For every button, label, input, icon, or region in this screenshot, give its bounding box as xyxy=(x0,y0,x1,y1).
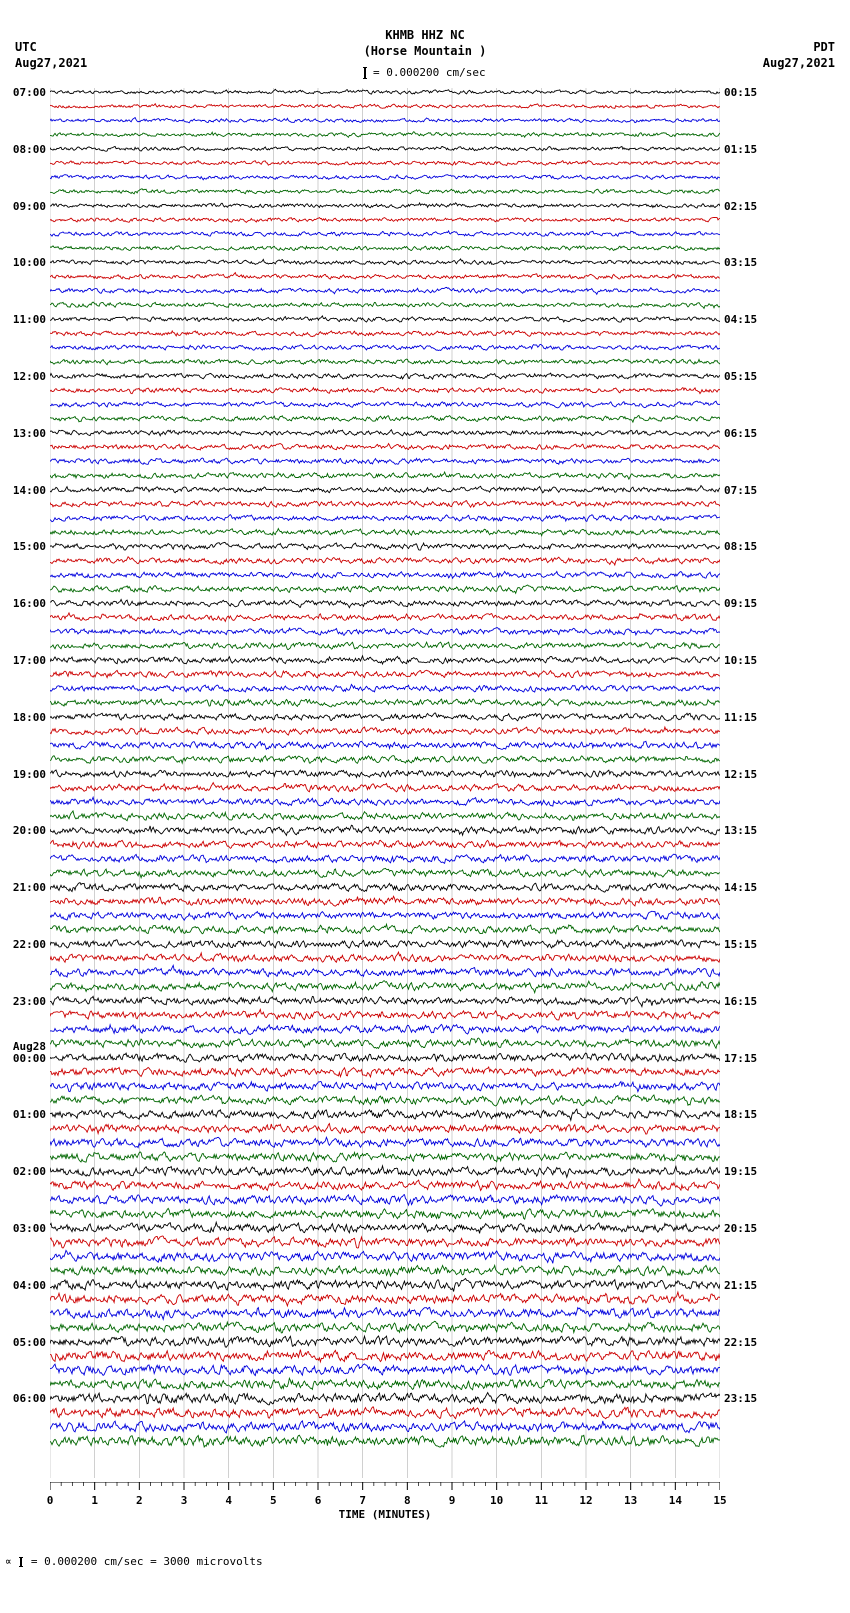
left-hour-label: 14:00 xyxy=(13,484,46,497)
station-code: KHMB HHZ NC xyxy=(0,28,850,44)
left-hour-label: 07:00 xyxy=(13,86,46,99)
scale-indicator: = 0.000200 cm/sec xyxy=(0,66,850,79)
right-hour-label: 12:15 xyxy=(724,768,757,781)
footer-scale: ∝ = 0.000200 cm/sec = 3000 microvolts xyxy=(5,1555,263,1568)
right-hour-label: 15:15 xyxy=(724,938,757,951)
proportional-icon: ∝ xyxy=(5,1555,12,1568)
scale-bar-icon xyxy=(364,67,366,79)
left-hour-label: 08:00 xyxy=(13,143,46,156)
left-hour-label: 12:00 xyxy=(13,370,46,383)
scale-text: = 0.000200 cm/sec xyxy=(373,66,486,79)
left-hour-label: 19:00 xyxy=(13,768,46,781)
left-hour-label: 05:00 xyxy=(13,1336,46,1349)
footer-text-after: 3000 microvolts xyxy=(163,1555,262,1568)
right-hour-label: 17:15 xyxy=(724,1052,757,1065)
x-tick-label: 5 xyxy=(270,1494,277,1507)
left-time-labels: 07:00 08:00 09:00 10:00 11:00 12:00 13:00 14:00… xyxy=(0,88,48,1478)
x-tick-label: 7 xyxy=(359,1494,366,1507)
right-hour-label: 11:15 xyxy=(724,711,757,724)
right-hour-label: 08:15 xyxy=(724,540,757,553)
x-tick-label: 1 xyxy=(91,1494,98,1507)
header-center: KHMB HHZ NC (Horse Mountain ) xyxy=(0,28,850,59)
seismogram-container: UTC Aug27,2021 KHMB HHZ NC (Horse Mounta… xyxy=(0,0,850,1613)
right-hour-label: 18:15 xyxy=(724,1108,757,1121)
x-tick-label: 4 xyxy=(225,1494,232,1507)
x-tick-label: 6 xyxy=(315,1494,322,1507)
left-hour-label: 13:00 xyxy=(13,427,46,440)
left-hour-label: 23:00 xyxy=(13,995,46,1008)
right-hour-label: 20:15 xyxy=(724,1222,757,1235)
x-tick-label: 2 xyxy=(136,1494,143,1507)
x-tick-label: 12 xyxy=(579,1494,592,1507)
left-hour-label: 04:00 xyxy=(13,1279,46,1292)
left-hour-label: 01:00 xyxy=(13,1108,46,1121)
right-hour-label: 09:15 xyxy=(724,597,757,610)
x-tick-marks xyxy=(50,1482,720,1494)
right-hour-label: 03:15 xyxy=(724,256,757,269)
right-hour-label: 02:15 xyxy=(724,200,757,213)
station-name: (Horse Mountain ) xyxy=(0,44,850,60)
x-tick-label: 9 xyxy=(449,1494,456,1507)
right-timezone: PDT xyxy=(763,40,835,56)
x-tick-label: 0 xyxy=(47,1494,54,1507)
right-hour-label: 05:15 xyxy=(724,370,757,383)
x-axis: 0123456789101112131415 TIME (MINUTES) xyxy=(50,1482,720,1522)
right-hour-label: 01:15 xyxy=(724,143,757,156)
right-hour-label: 07:15 xyxy=(724,484,757,497)
left-hour-label: 09:00 xyxy=(13,200,46,213)
left-hour-label: 11:00 xyxy=(13,313,46,326)
x-tick-label: 3 xyxy=(181,1494,188,1507)
left-hour-label: 10:00 xyxy=(13,256,46,269)
x-axis-title: TIME (MINUTES) xyxy=(50,1508,720,1521)
right-hour-label: 22:15 xyxy=(724,1336,757,1349)
waveform-traces xyxy=(50,88,720,1478)
left-hour-label: 02:00 xyxy=(13,1165,46,1178)
right-hour-label: 00:15 xyxy=(724,86,757,99)
right-hour-label: 10:15 xyxy=(724,654,757,667)
left-hour-label: 15:00 xyxy=(13,540,46,553)
x-tick-label: 10 xyxy=(490,1494,503,1507)
x-tick-label: 13 xyxy=(624,1494,637,1507)
left-hour-label: 17:00 xyxy=(13,654,46,667)
right-hour-label: 21:15 xyxy=(724,1279,757,1292)
right-hour-label: 23:15 xyxy=(724,1392,757,1405)
footer-text-before: = 0.000200 cm/sec = xyxy=(31,1555,163,1568)
left-hour-label: 16:00 xyxy=(13,597,46,610)
left-hour-label: 06:00 xyxy=(13,1392,46,1405)
right-hour-label: 14:15 xyxy=(724,881,757,894)
x-tick-label: 14 xyxy=(669,1494,682,1507)
right-hour-label: 06:15 xyxy=(724,427,757,440)
left-hour-label: 03:00 xyxy=(13,1222,46,1235)
right-hour-label: 04:15 xyxy=(724,313,757,326)
right-hour-label: 13:15 xyxy=(724,824,757,837)
x-tick-label: 15 xyxy=(713,1494,726,1507)
scale-bar-icon xyxy=(20,1557,22,1567)
left-hour-label: 20:00 xyxy=(13,824,46,837)
left-hour-label: 22:00 xyxy=(13,938,46,951)
x-tick-label: 8 xyxy=(404,1494,411,1507)
seismogram-plot xyxy=(50,88,720,1478)
left-hour-label: 21:00 xyxy=(13,881,46,894)
right-hour-label: 19:15 xyxy=(724,1165,757,1178)
right-time-labels: 00:15 01:15 02:15 03:15 04:15 05:15 06:15 07:15… xyxy=(722,88,842,1478)
left-hour-label: 00:00 xyxy=(13,1052,46,1065)
right-hour-label: 16:15 xyxy=(724,995,757,1008)
left-hour-label: 18:00 xyxy=(13,711,46,724)
x-tick-label: 11 xyxy=(535,1494,548,1507)
